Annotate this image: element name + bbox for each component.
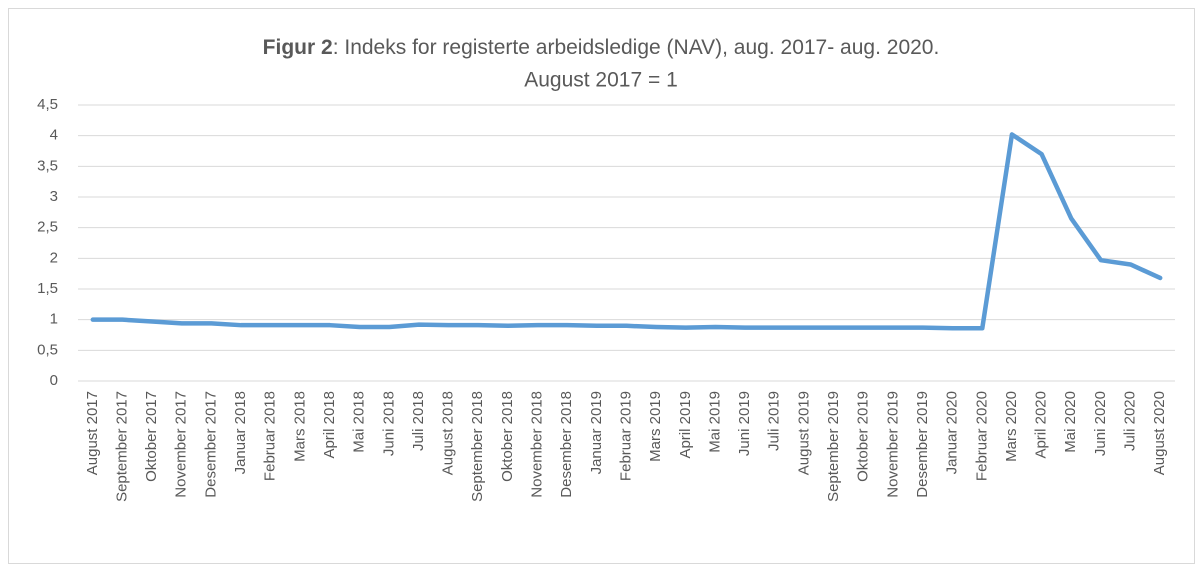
x-tick-label: Mai 2019	[706, 391, 723, 453]
x-tick-label: Desember 2017	[202, 391, 219, 498]
x-tick-label: November 2017	[173, 391, 190, 498]
title-text: : Indeks for registerte arbeidsledige (N…	[333, 36, 940, 59]
x-tick-label: August 2019	[795, 391, 812, 475]
x-tick-label: Oktober 2017	[143, 391, 160, 482]
x-tick-label: April 2018	[321, 391, 338, 459]
x-tick-label: Juni 2018	[380, 391, 397, 456]
x-tick-label: Oktober 2019	[855, 391, 872, 482]
x-tick-label: September 2017	[113, 391, 130, 502]
y-tick-label: 4,5	[37, 96, 58, 113]
x-tick-label: Desember 2018	[558, 391, 575, 498]
y-tick-label: 0	[50, 372, 58, 389]
title-prefix: Figur 2	[263, 36, 333, 59]
x-tick-label: April 2019	[677, 391, 694, 459]
x-tick-label: November 2019	[884, 391, 901, 498]
y-tick-label: 1,5	[37, 280, 58, 297]
y-tick-label: 3	[50, 188, 58, 205]
x-tick-label: Mars 2018	[291, 391, 308, 462]
x-tick-label: Mars 2020	[1003, 391, 1020, 462]
x-tick-label: Oktober 2018	[499, 391, 516, 482]
x-tick-label: Juni 2019	[736, 391, 753, 456]
x-tick-label: September 2019	[825, 391, 842, 502]
chart-title: Figur 2: Indeks for registerte arbeidsle…	[263, 36, 940, 59]
x-tick-label: Februar 2019	[617, 391, 634, 481]
x-tick-label: Januar 2020	[944, 391, 961, 474]
x-tick-label: Juli 2019	[766, 391, 783, 451]
x-tick-label: Juni 2020	[1092, 391, 1109, 456]
chart-border	[8, 8, 1195, 564]
y-tick-label: 0,5	[37, 341, 58, 358]
y-tick-label: 2	[50, 249, 58, 266]
x-tick-label: Mai 2018	[351, 391, 368, 453]
x-tick-label: Mars 2019	[647, 391, 664, 462]
x-tick-label: November 2018	[529, 391, 546, 498]
x-tick-label: September 2018	[469, 391, 486, 502]
x-tick-label: Juli 2018	[410, 391, 427, 451]
y-tick-label: 3,5	[37, 157, 58, 174]
x-tick-label: Februar 2018	[262, 391, 279, 481]
x-tick-label: August 2018	[440, 391, 457, 475]
data-line	[90, 132, 1163, 331]
x-tick-label: Mai 2020	[1062, 391, 1079, 453]
x-tick-label: Februar 2020	[973, 391, 990, 481]
x-tick-label: Desember 2019	[914, 391, 931, 498]
x-tick-label: Januar 2019	[588, 391, 605, 474]
x-tick-label: Juli 2020	[1121, 391, 1138, 451]
x-tick-label: August 2020	[1151, 391, 1168, 475]
y-tick-label: 4	[50, 127, 58, 144]
y-tick-label: 2,5	[37, 219, 58, 236]
x-tick-label: April 2020	[1033, 391, 1050, 459]
x-tick-label: August 2017	[84, 391, 101, 475]
x-tick-label: Januar 2018	[232, 391, 249, 474]
y-tick-label: 1	[50, 311, 58, 328]
chart-subtitle: August 2017 = 1	[524, 69, 678, 92]
